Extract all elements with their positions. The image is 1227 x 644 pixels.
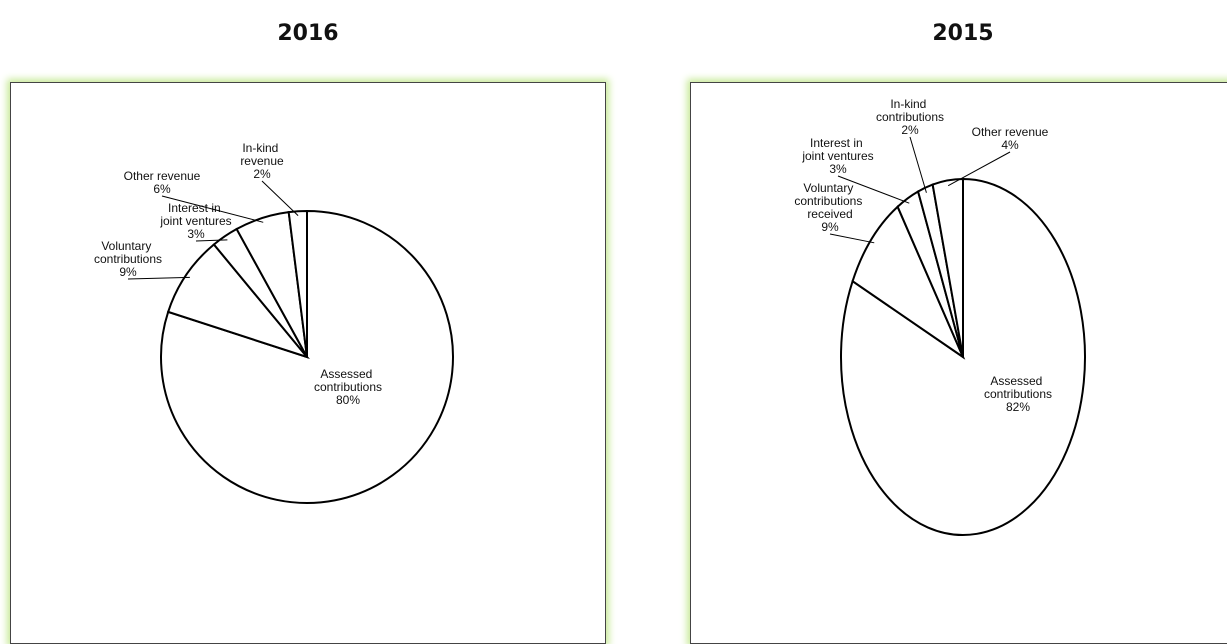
leader-line [195,239,228,242]
leader-line [261,180,299,217]
pie-slice [851,205,966,360]
pie-slice [166,243,310,360]
chart-title: 2016 [277,21,338,46]
value-label: 9% [119,265,137,279]
value-label: 3% [829,162,847,176]
label-line: revenue [240,154,284,168]
leader-line [127,276,190,280]
chart-title: 2015 [932,21,993,46]
value-label: 80% [336,393,360,407]
label-line: contributions [794,194,865,208]
label-line: contributions [94,252,162,266]
label-line: Voluntary [803,181,856,195]
label-line: Interest in [168,201,224,215]
label-line: joint ventures [801,149,873,163]
slice-label: In-kind contributions [876,97,944,124]
value-label: 6% [153,182,171,196]
label-line: joint ventures [159,214,231,228]
leader-line [909,136,927,193]
value-label: 2% [901,123,919,137]
label-line: received [807,207,852,221]
value-label: 2% [253,167,271,181]
slice-label: Assessed contributions [314,367,382,394]
slice-label: In-kind revenue [240,141,284,168]
value-label: 9% [821,220,839,234]
label-line: In-kind [890,97,929,111]
label-line: Other revenue [972,125,1049,139]
label-line: contributions [984,387,1052,401]
label-line: Voluntary [101,239,154,253]
label-line: Assessed [990,374,1045,388]
label-line: contributions [876,110,944,124]
label-line: In-kind [242,141,281,155]
slice-label: Voluntary contributions [94,239,162,266]
label-line: Assessed [320,367,375,381]
leader-line [161,195,264,223]
value-label: 3% [187,227,205,241]
label-line: contributions [314,380,382,394]
value-label: 4% [1001,138,1019,152]
value-label: 82% [1006,400,1030,414]
slice-label: Assessed contributions [984,374,1052,401]
slice-label: Interest in joint ventures [159,201,231,228]
slice-label: Other revenue [972,125,1049,139]
label-line: Interest in [810,136,866,150]
leader-line [829,233,875,244]
slice-label: Other revenue [124,169,201,183]
leader-line [947,151,1011,187]
pie-slice [287,209,308,358]
label-line: Other revenue [124,169,201,183]
pie-slice [931,177,964,358]
slice-label: Voluntary contributions received [794,181,865,221]
slice-label: Interest in joint ventures [801,136,873,163]
leader-line [837,175,910,204]
pie-slice [840,177,1086,536]
